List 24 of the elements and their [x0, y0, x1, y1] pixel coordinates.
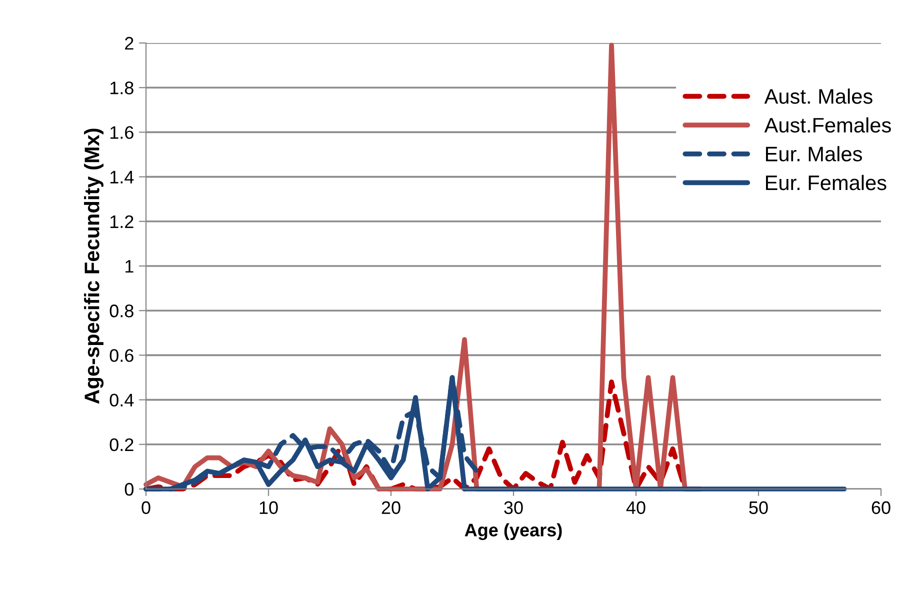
y-tick-label: 0.8: [110, 304, 134, 318]
y-tick-label: 0.6: [110, 349, 134, 362]
x-tick-label: 0: [142, 501, 150, 514]
y-tick-label: 1.2: [110, 215, 134, 228]
y-tick-label: 0.4: [110, 394, 134, 407]
y-tick-label: 0.2: [110, 438, 134, 452]
x-tick-label: 40: [626, 501, 646, 514]
x-tick-label: 20: [382, 501, 400, 514]
x-tick-label: 10: [260, 501, 278, 514]
x-tick-label: 60: [872, 501, 890, 514]
y-tick-label: 1: [126, 260, 134, 273]
y-axis-title: Age-specific Fecundity (Mx): [84, 128, 104, 404]
legend-label: Eur. Females: [766, 174, 886, 190]
y-tick-label: 0: [124, 482, 134, 496]
legend-label: Aust. Males: [764, 88, 872, 104]
x-tick-label: 30: [504, 501, 523, 514]
y-tick-label: 1.6: [110, 126, 134, 139]
y-tick-label: 1.4: [110, 170, 134, 184]
legend-label: Aust.Females: [764, 117, 891, 133]
y-tick-label: 1.8: [110, 82, 134, 94]
legend-label: Eur. Males: [766, 146, 862, 162]
x-tick-label: 50: [749, 501, 768, 514]
x-axis-title: Age (years): [464, 523, 562, 540]
y-tick-label: 2: [125, 36, 134, 50]
